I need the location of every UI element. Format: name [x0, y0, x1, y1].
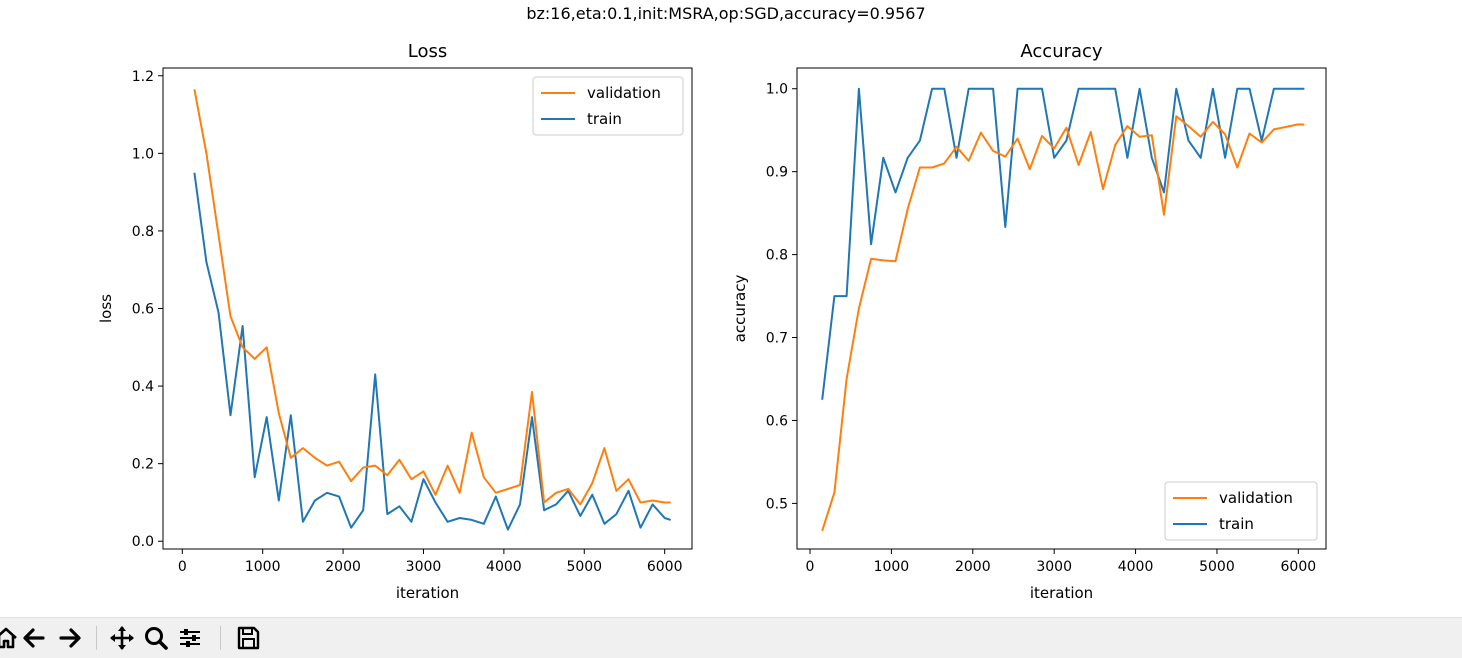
- x-tick-label: 2000: [325, 559, 361, 575]
- magnifier-icon: [145, 627, 168, 650]
- back-button[interactable]: [20, 624, 48, 652]
- y-tick-label: 0.7: [766, 331, 788, 347]
- x-tick-label: 4000: [1118, 559, 1154, 575]
- y-tick-label: 0.0: [132, 534, 154, 550]
- y-tick-label: 0.9: [766, 165, 788, 181]
- loss-legend: validation train: [532, 76, 684, 136]
- y-tick-label: 0.4: [132, 379, 154, 395]
- forward-button[interactable]: [56, 624, 84, 652]
- x-tick-label: 0: [178, 559, 187, 575]
- legend-box: [1164, 481, 1318, 541]
- x-tick-label: 1000: [874, 559, 910, 575]
- legend-validation-label: validation: [1219, 489, 1293, 507]
- accuracy-axes-frame: [796, 67, 1327, 550]
- x-tick-label: 2000: [955, 559, 991, 575]
- loss-chart: Loss 0 1000 2000 3000 4000 5000 6000 0.0 0.2 0.4 0.…: [97, 41, 693, 602]
- figure-suptitle: bz:16,eta:0.1,init:MSRA,op:SGD,accuracy=…: [526, 4, 925, 23]
- floppy-disk-icon: [237, 626, 260, 650]
- navigation-toolbar: [0, 617, 1462, 658]
- accuracy-chart-title: Accuracy: [1020, 41, 1103, 62]
- accuracy-train-series-line: [821, 87, 1305, 400]
- y-tick-label: 1.0: [766, 82, 788, 98]
- loss-x-axis-label: iteration: [396, 584, 459, 602]
- x-tick-label: 3000: [1036, 559, 1072, 575]
- home-icon: [0, 627, 17, 649]
- x-tick-label: 0: [806, 559, 815, 575]
- x-tick-label: 6000: [1281, 559, 1317, 575]
- toolbar-separator: [220, 626, 221, 650]
- x-tick-label: 6000: [647, 559, 683, 575]
- pan-button[interactable]: [108, 624, 136, 652]
- arrow-right-icon: [59, 628, 81, 648]
- loss-chart-title: Loss: [408, 41, 447, 62]
- y-tick-label: 0.6: [766, 413, 788, 429]
- configure-subplots-button[interactable]: [176, 624, 204, 652]
- accuracy-legend: validation train: [1164, 481, 1318, 541]
- x-tick-label: 4000: [486, 559, 522, 575]
- accuracy-validation-series-line: [821, 115, 1305, 532]
- y-tick-label: 1.2: [132, 69, 154, 85]
- loss-validation-series-line: [193, 89, 671, 506]
- zoom-button[interactable]: [142, 624, 170, 652]
- move-icon: [110, 626, 134, 650]
- x-tick-label: 1000: [245, 559, 281, 575]
- y-tick-label: 0.8: [132, 224, 154, 240]
- accuracy-chart: Accuracy 0 1000 2000 3000 4000 5000 6000 0.5 0.6 0…: [731, 41, 1327, 602]
- y-tick-label: 1.0: [132, 146, 154, 162]
- toolbar-separator: [96, 626, 97, 650]
- y-tick-label: 0.8: [766, 248, 788, 264]
- x-tick-label: 5000: [566, 559, 602, 575]
- y-tick-label: 0.6: [132, 302, 154, 318]
- y-tick-label: 0.2: [132, 457, 154, 473]
- legend-train-label: train: [1219, 515, 1254, 533]
- loss-y-axis-label: loss: [97, 294, 115, 323]
- home-button[interactable]: [0, 624, 20, 652]
- loss-axes-frame: [162, 67, 693, 550]
- accuracy-x-axis-label: iteration: [1030, 584, 1093, 602]
- arrow-left-icon: [23, 628, 45, 648]
- accuracy-y-axis-label: accuracy: [731, 275, 749, 343]
- sliders-icon: [180, 629, 200, 647]
- legend-box: [532, 76, 684, 136]
- legend-validation-label: validation: [587, 84, 661, 102]
- x-tick-label: 3000: [406, 559, 442, 575]
- x-tick-label: 5000: [1199, 559, 1235, 575]
- figure: bz:16,eta:0.1,init:MSRA,op:SGD,accuracy=…: [97, 4, 1327, 602]
- save-button[interactable]: [234, 624, 262, 652]
- loss-train-series-line: [193, 172, 672, 531]
- y-tick-label: 0.5: [766, 496, 788, 512]
- legend-train-label: train: [587, 110, 622, 128]
